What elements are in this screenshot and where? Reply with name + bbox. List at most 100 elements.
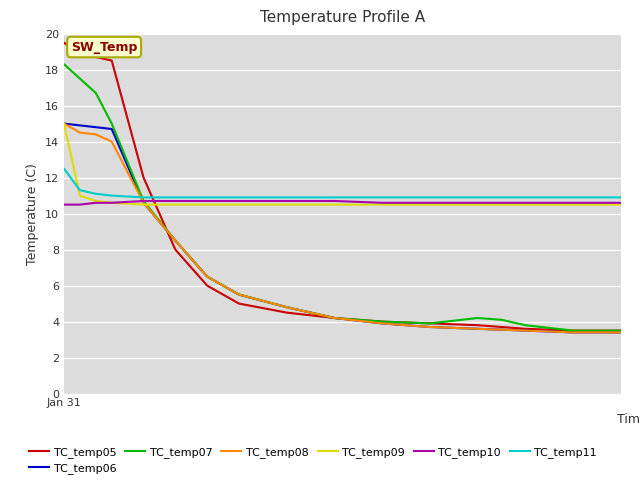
TC_temp09 <box>569 202 577 207</box>
TC_temp06 <box>331 315 339 321</box>
TC_temp11 <box>76 187 84 193</box>
Line: TC_temp06: TC_temp06 <box>64 123 621 332</box>
TC_temp10 <box>60 202 68 207</box>
TC_temp06 <box>204 274 211 279</box>
TC_temp07 <box>378 319 386 324</box>
TC_temp07 <box>172 238 179 243</box>
TC_temp06 <box>569 329 577 335</box>
TC_temp06 <box>426 324 434 330</box>
TC_temp05 <box>569 328 577 334</box>
TC_temp11 <box>60 166 68 171</box>
TC_temp05 <box>426 321 434 326</box>
TC_temp05 <box>140 175 147 180</box>
TC_temp05 <box>92 54 100 60</box>
TC_temp08 <box>378 321 386 326</box>
TC_temp06 <box>283 304 291 310</box>
TC_temp11 <box>569 194 577 200</box>
TC_temp10 <box>378 200 386 205</box>
TC_temp10 <box>569 200 577 205</box>
TC_temp09 <box>140 202 147 207</box>
TC_temp11 <box>283 194 291 200</box>
TC_temp11 <box>92 191 100 197</box>
TC_temp08 <box>204 274 211 279</box>
TC_temp05 <box>474 323 481 328</box>
TC_temp10 <box>235 198 243 204</box>
TC_temp10 <box>331 198 339 204</box>
TC_temp08 <box>283 304 291 310</box>
TC_temp07 <box>76 76 84 82</box>
TC_temp05 <box>172 247 179 252</box>
Line: TC_temp11: TC_temp11 <box>64 168 621 197</box>
TC_temp10 <box>426 200 434 205</box>
Y-axis label: Temperature (C): Temperature (C) <box>26 163 40 264</box>
TC_temp05 <box>522 326 529 332</box>
TC_temp11 <box>235 194 243 200</box>
Line: TC_temp10: TC_temp10 <box>64 201 621 204</box>
TC_temp05 <box>283 310 291 315</box>
TC_temp07 <box>204 274 211 279</box>
TC_temp07 <box>331 315 339 321</box>
TC_temp07 <box>426 321 434 326</box>
TC_temp06 <box>617 329 625 335</box>
Line: TC_temp09: TC_temp09 <box>64 123 621 204</box>
TC_temp06 <box>60 120 68 126</box>
TC_temp07 <box>617 328 625 334</box>
TC_temp09 <box>331 202 339 207</box>
TC_temp10 <box>283 198 291 204</box>
TC_temp09 <box>378 202 386 207</box>
TC_temp08 <box>522 328 529 334</box>
TC_temp10 <box>204 198 211 204</box>
TC_temp10 <box>92 200 100 205</box>
TC_temp10 <box>474 200 481 205</box>
TC_temp08 <box>235 292 243 298</box>
TC_temp10 <box>172 198 179 204</box>
TC_temp08 <box>426 324 434 330</box>
TC_temp09 <box>172 202 179 207</box>
Title: Temperature Profile A: Temperature Profile A <box>260 11 425 25</box>
TC_temp09 <box>522 202 529 207</box>
TC_temp05 <box>331 315 339 321</box>
TC_temp08 <box>331 315 339 321</box>
TC_temp05 <box>617 328 625 334</box>
TC_temp08 <box>172 238 179 243</box>
TC_temp06 <box>92 124 100 130</box>
TC_temp07 <box>92 90 100 96</box>
TC_temp07 <box>283 304 291 310</box>
TC_temp11 <box>204 194 211 200</box>
TC_temp10 <box>522 200 529 205</box>
TC_temp11 <box>426 194 434 200</box>
TC_temp07 <box>108 120 116 126</box>
TC_temp08 <box>569 329 577 335</box>
TC_temp05 <box>60 40 68 46</box>
TC_temp10 <box>108 200 116 205</box>
Line: TC_temp08: TC_temp08 <box>64 123 621 332</box>
Line: TC_temp07: TC_temp07 <box>64 64 621 331</box>
TC_temp06 <box>108 126 116 132</box>
TC_temp11 <box>172 194 179 200</box>
TC_temp09 <box>235 202 243 207</box>
TC_temp08 <box>474 326 481 332</box>
TC_temp08 <box>60 120 68 126</box>
TC_temp06 <box>140 200 147 205</box>
TC_temp05 <box>108 58 116 63</box>
TC_temp09 <box>108 200 116 205</box>
TC_temp11 <box>140 194 147 200</box>
Line: TC_temp05: TC_temp05 <box>64 43 621 331</box>
TC_temp10 <box>140 198 147 204</box>
TC_temp08 <box>617 329 625 335</box>
TC_temp07 <box>569 328 577 334</box>
Legend: TC_temp05, TC_temp06, TC_temp07, TC_temp08, TC_temp09, TC_temp10, TC_temp11: TC_temp05, TC_temp06, TC_temp07, TC_temp… <box>25 443 601 479</box>
TC_temp05 <box>235 300 243 306</box>
TC_temp09 <box>92 198 100 204</box>
TC_temp09 <box>60 120 68 126</box>
TC_temp07 <box>235 292 243 298</box>
TC_temp07 <box>498 317 506 323</box>
TC_temp09 <box>283 202 291 207</box>
TC_temp11 <box>108 192 116 199</box>
TC_temp10 <box>76 202 84 207</box>
TC_temp08 <box>92 132 100 137</box>
TC_temp09 <box>204 202 211 207</box>
TC_temp09 <box>76 192 84 199</box>
TC_temp09 <box>617 202 625 207</box>
TC_temp08 <box>76 130 84 135</box>
